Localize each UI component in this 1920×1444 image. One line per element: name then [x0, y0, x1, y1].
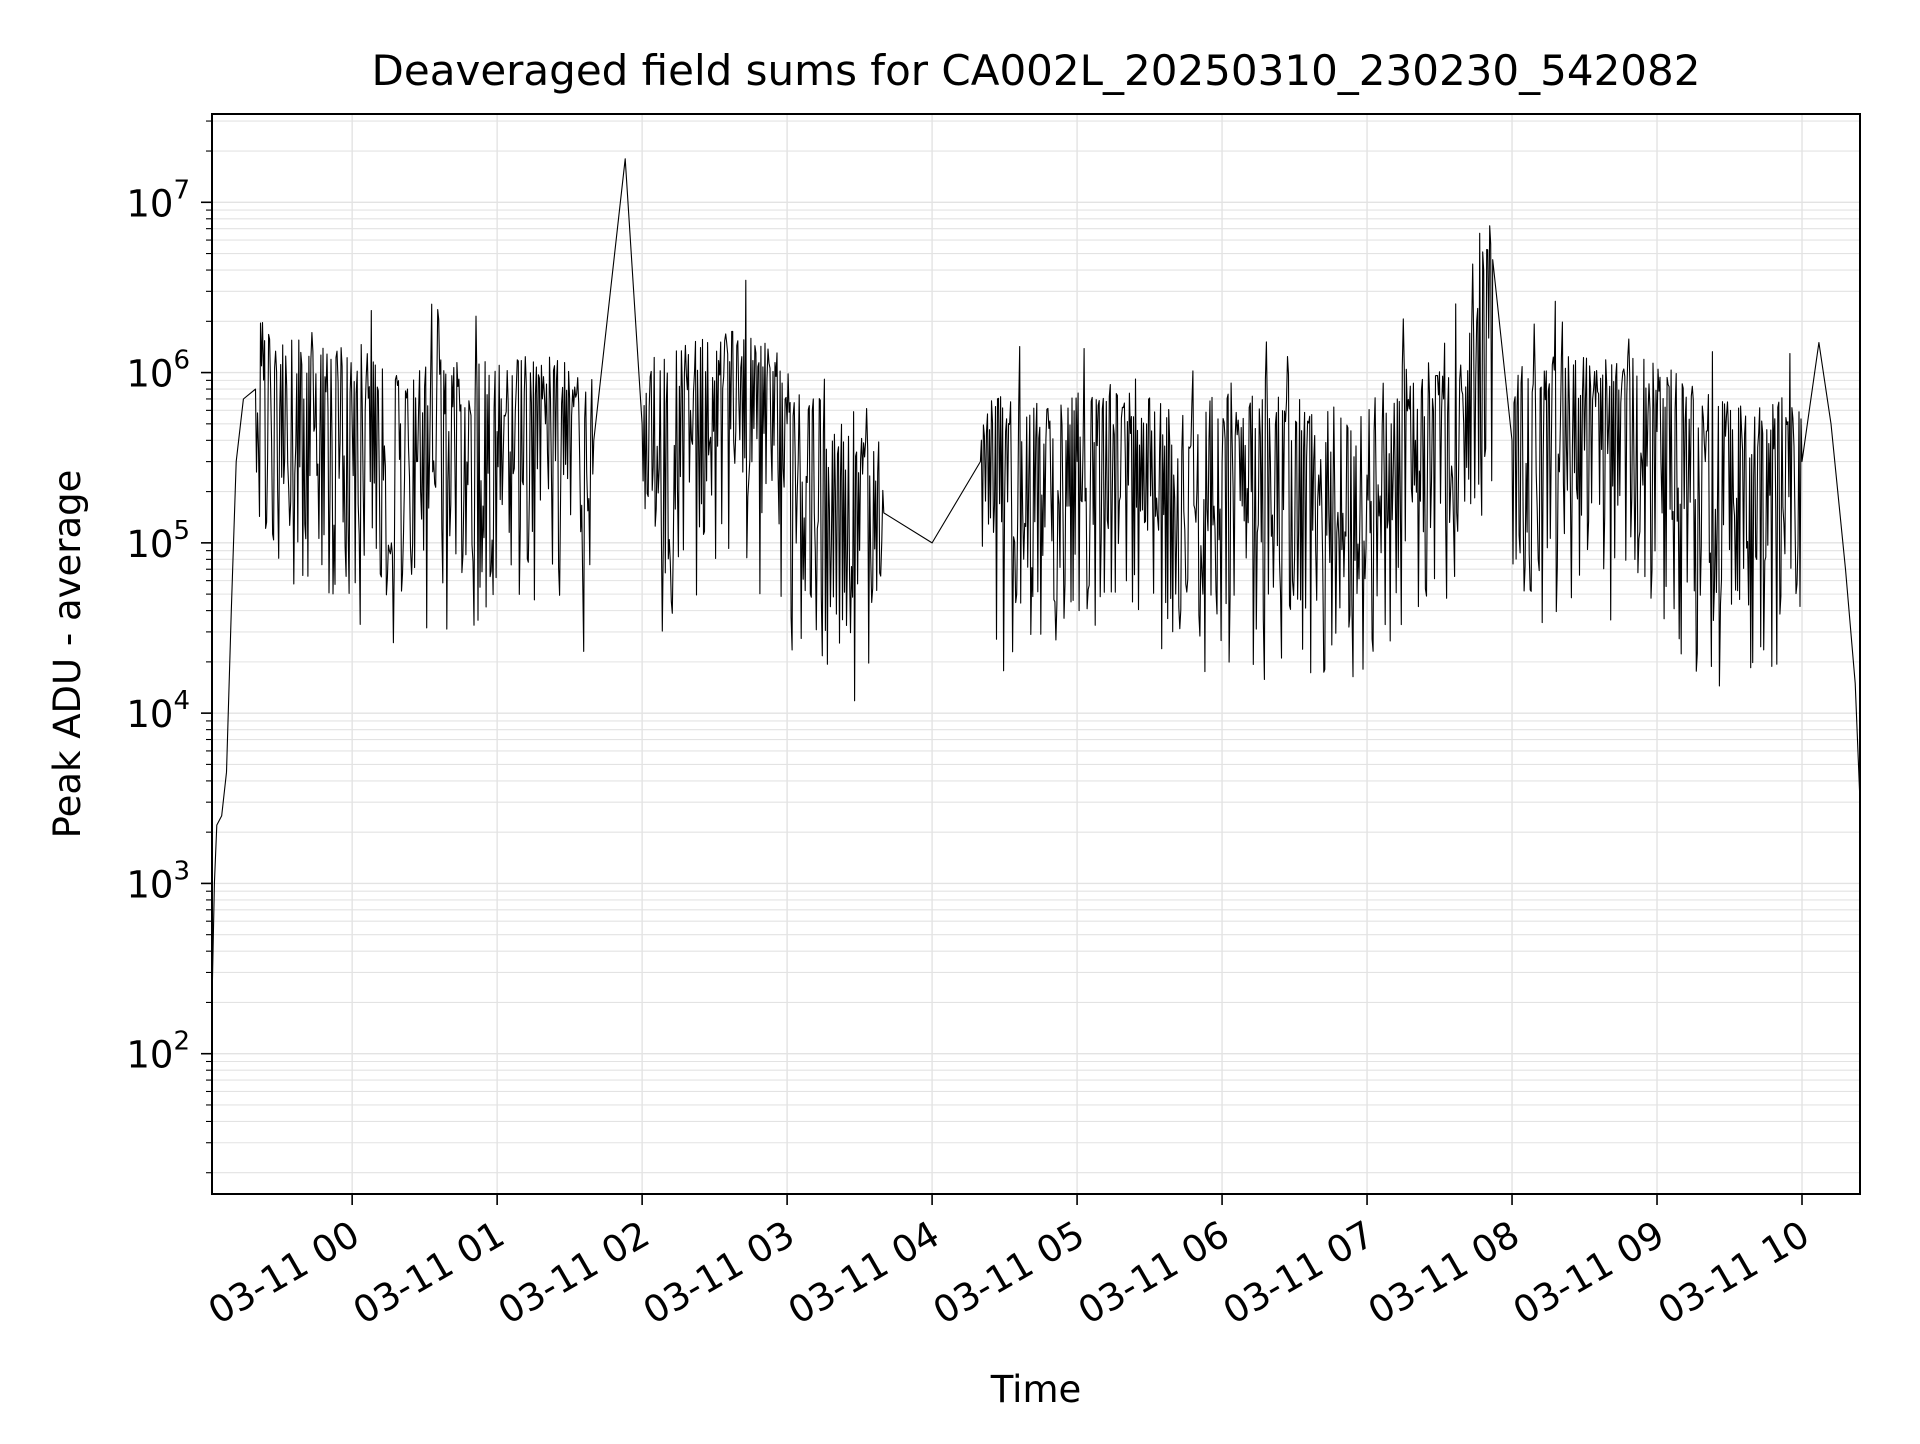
y-tick-label: 104	[126, 686, 190, 736]
y-tick-label: 102	[126, 1027, 190, 1077]
x-tick-label: 03-11 02	[491, 1213, 657, 1333]
y-tick-label-exponent: 7	[173, 175, 190, 205]
y-tick-label-base: 10	[126, 693, 173, 736]
x-tick-label: 03-11 06	[1071, 1213, 1237, 1333]
y-tick-label: 106	[126, 346, 190, 396]
y-tick-label-base: 10	[126, 1034, 173, 1077]
y-tick-label-exponent: 6	[173, 346, 190, 376]
y-tick-label: 105	[126, 516, 190, 566]
y-tick-label: 103	[126, 856, 190, 906]
x-tick-label: 03-11 10	[1651, 1213, 1817, 1333]
y-tick-label-exponent: 5	[173, 516, 190, 546]
x-tick-label: 03-11 04	[781, 1213, 947, 1333]
series-line	[212, 158, 1860, 1003]
y-axis-label: Peak ADU - average	[46, 470, 89, 839]
y-tick-label-base: 10	[126, 182, 173, 225]
y-tick-label-base: 10	[126, 523, 173, 566]
y-tick-label-exponent: 4	[173, 686, 190, 716]
plot-frame	[211, 113, 1861, 1195]
grid-layer	[212, 114, 1860, 1194]
x-tick-label: 03-11 08	[1361, 1213, 1527, 1333]
x-tick-label: 03-11 07	[1216, 1213, 1382, 1333]
y-tick-label: 107	[126, 175, 190, 225]
x-tick-label: 03-11 01	[346, 1213, 512, 1333]
y-tick-label-base: 10	[126, 863, 173, 906]
y-tick-label-exponent: 2	[173, 1027, 190, 1057]
x-axis-label: Time	[990, 1368, 1082, 1411]
x-tick-label: 03-11 00	[201, 1213, 367, 1333]
x-tick-label: 03-11 05	[926, 1213, 1092, 1333]
y-tick-label-exponent: 3	[173, 856, 190, 886]
x-tick-label: 03-11 09	[1506, 1213, 1672, 1333]
x-tick-label: 03-11 03	[636, 1213, 802, 1333]
chart-title: Deaveraged field sums for CA002L_2025031…	[372, 46, 1701, 95]
series-layer	[212, 158, 1860, 1003]
y-tick-label-base: 10	[126, 353, 173, 396]
